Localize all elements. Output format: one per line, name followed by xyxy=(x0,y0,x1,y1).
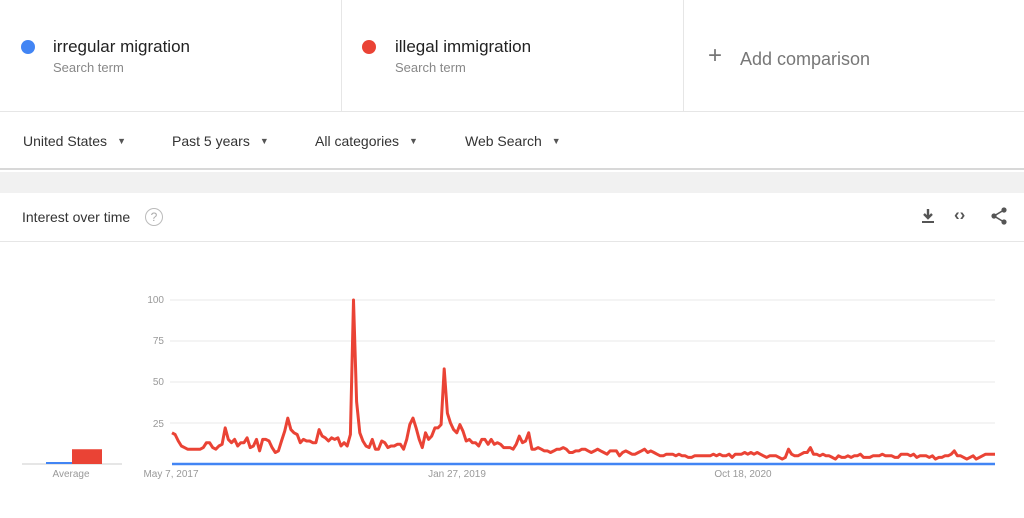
caret-down-icon: ▼ xyxy=(409,136,418,146)
series-line-illegal-immigration[interactable] xyxy=(171,298,995,461)
separator-band xyxy=(0,172,1024,193)
y-tick-label: 75 xyxy=(153,336,165,347)
average-bar-illegal-immigration xyxy=(72,449,102,464)
embed-icon[interactable]: ‹› xyxy=(954,205,966,224)
term-name[interactable]: irregular migration xyxy=(53,37,190,56)
question-icon[interactable]: ? xyxy=(145,208,163,226)
search-terms: irregular migration Search term illegal … xyxy=(0,0,1024,112)
caret-down-icon: ▼ xyxy=(259,136,269,146)
share-icon[interactable] xyxy=(990,207,1008,230)
download-icon[interactable] xyxy=(920,207,936,230)
add-comparison-button[interactable]: + Add comparison xyxy=(684,0,1024,112)
y-tick-label: 50 xyxy=(153,377,165,388)
filter-label: Web Search xyxy=(465,133,542,149)
series-color-dot xyxy=(362,40,376,54)
filter-bar: United States ▼ Past 5 years ▼ All categor… xyxy=(0,112,1024,170)
caret-down-icon: ▼ xyxy=(551,136,561,146)
term-subtitle: Search term xyxy=(53,60,124,75)
term-illegal-immigration[interactable]: illegal immigration Search term xyxy=(342,0,684,112)
caret-down-icon: ▼ xyxy=(117,136,126,146)
filter-search-type[interactable]: Web Search ▼ xyxy=(465,133,561,149)
filter-label: All categories xyxy=(315,133,400,149)
average-bar-irregular-migration xyxy=(46,462,76,464)
filter-region[interactable]: United States ▼ xyxy=(23,133,126,149)
x-tick-label: Oct 18, 2020 xyxy=(714,469,772,480)
card-title: Interest over time xyxy=(22,209,131,225)
x-tick-label: Jan 27, 2019 xyxy=(428,469,486,480)
average-label: Average xyxy=(52,469,90,480)
term-name[interactable]: illegal immigration xyxy=(395,37,532,56)
filter-label: United States xyxy=(23,133,108,149)
term-subtitle: Search term xyxy=(395,60,466,75)
card-header: Interest over time ? ‹› xyxy=(0,193,1024,242)
y-tick-label: 25 xyxy=(153,419,165,430)
series-color-dot xyxy=(21,40,35,54)
plus-icon: + xyxy=(708,42,723,69)
filter-label: Past 5 years xyxy=(172,133,250,149)
add-comparison-label: Add comparison xyxy=(740,49,871,69)
x-tick-label: May 7, 2017 xyxy=(143,469,198,480)
filter-time[interactable]: Past 5 years ▼ xyxy=(172,133,269,149)
term-irregular-migration[interactable]: irregular migration Search term xyxy=(0,0,342,112)
filter-category[interactable]: All categories ▼ xyxy=(315,133,418,149)
y-tick-label: 100 xyxy=(147,295,164,306)
